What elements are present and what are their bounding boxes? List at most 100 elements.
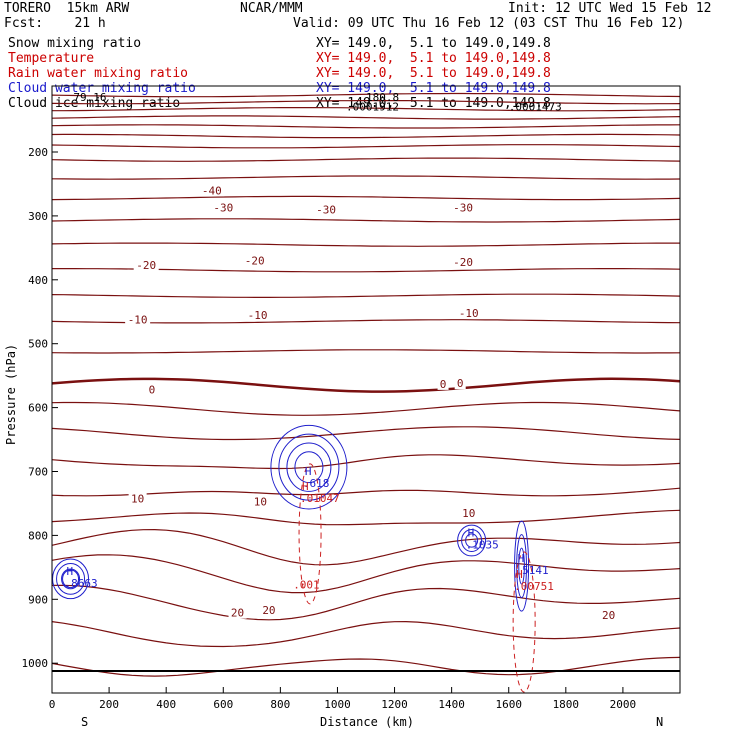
cloud-water-contour [294, 451, 324, 484]
contour-label-bg [459, 506, 478, 519]
cloud-water-contour [62, 569, 80, 589]
contour-label-bg [199, 184, 225, 197]
cloud-water-max-mark: H [518, 552, 525, 565]
isotherm-label: -30 [316, 203, 336, 216]
isotherm-label: 10 [462, 507, 475, 520]
isotherm-line [51, 509, 681, 526]
isotherm-line [51, 133, 681, 139]
y-tick-label: 200 [28, 146, 48, 159]
temperature-contours [51, 92, 681, 677]
rain-max-value: .00751 [514, 580, 554, 593]
cloud-water-contours [52, 424, 530, 612]
isotherm-line [51, 554, 681, 594]
init-time: Init: 12 UTC Wed 15 Feb 12 [508, 1, 712, 16]
isotherm-line [51, 242, 680, 247]
contour-label-bg [454, 377, 466, 390]
contour-label-bg [210, 201, 236, 214]
field-snow-xy: XY= 149.0, 5.1 to 149.0,149.8 [316, 36, 551, 51]
x-tick-label: 0 [49, 698, 56, 711]
isotherm-line [51, 454, 681, 470]
contour-label-bg [125, 313, 151, 326]
isotherm-line [51, 157, 681, 162]
cloud-water-max-mark: H [67, 565, 74, 578]
cloud-water-contour [514, 520, 530, 612]
isotherm-label: -30 [453, 202, 473, 215]
isotherm-label: -10 [248, 309, 268, 322]
isotherm-line [52, 106, 681, 112]
cloud-water-max-value: .8663 [65, 577, 98, 590]
field-rain-name: Rain water mixing ratio [8, 66, 189, 81]
x-tick-label: 2000 [610, 698, 637, 711]
field-cloud-water-xy: XY= 149.0, 5.1 to 149.0,149.8 [316, 81, 551, 96]
isotherm-line [51, 584, 681, 621]
y-tick-label: 600 [28, 402, 48, 415]
center-title: NCAR/MMM [240, 1, 303, 16]
field-temperature-name: Temperature [8, 51, 95, 66]
rain-contour-label: .001 [293, 578, 320, 591]
x-tick-label: 600 [213, 698, 233, 711]
isotherm-line [51, 144, 681, 149]
cloud-water-max-value: .618 [303, 477, 330, 490]
contour-label-bg [242, 254, 268, 267]
cloud-water-contour [56, 562, 86, 595]
cloud-water-contour [278, 433, 340, 501]
contour-label-bg [245, 308, 271, 321]
contour-label-bg [259, 604, 278, 617]
isotherm-label: 20 [262, 604, 275, 617]
y-tick-label: 300 [28, 210, 48, 223]
max-min-label: 79.16 [73, 91, 106, 104]
isotherm-line [51, 293, 681, 298]
contour-label-bg [437, 377, 449, 390]
isotherm-line [51, 124, 681, 129]
y-tick-label: 500 [28, 338, 48, 351]
contour-label-bg [456, 306, 482, 319]
y-tick-label: 700 [28, 466, 48, 479]
isotherm-label: -10 [128, 313, 148, 326]
field-temperature-xy: XY= 149.0, 5.1 to 149.0,149.8 [316, 51, 551, 66]
rain-contours [298, 463, 536, 693]
contour-label-bg [313, 203, 339, 216]
x-tick-label: 800 [270, 698, 290, 711]
isotherm-label: 10 [131, 492, 144, 505]
x-tick-label: 1600 [495, 698, 522, 711]
x-axis-title: Distance (km) [320, 715, 414, 729]
isotherm-line [51, 99, 681, 105]
cloud-water-max-value: .5141 [516, 564, 549, 577]
cloud-water-contour [516, 534, 527, 599]
x-tick-label: 1000 [324, 698, 351, 711]
field-cloud-ice-xy: XY= 149.0, 5.1 to 149.0,149.8 [316, 96, 551, 111]
cloud-water-contour [270, 424, 348, 510]
x-tick-label: 400 [156, 698, 176, 711]
isotherm-line [51, 401, 681, 416]
cloud-water-contour [286, 442, 332, 492]
x-tick-label: 1200 [381, 698, 408, 711]
contour-label-bg [133, 259, 159, 272]
rain-max-mark: H [302, 480, 309, 493]
contour-label-bg [228, 606, 247, 619]
isotherm-line [51, 319, 681, 324]
isotherm-label: -40 [202, 184, 222, 197]
isotherm-label: 0 [149, 384, 156, 397]
plot-frame [51, 85, 681, 694]
contour-label-bg [128, 492, 147, 505]
x-tick-label: 200 [99, 698, 119, 711]
contour-label-bg [251, 495, 270, 508]
cloud-water-contour [52, 558, 90, 600]
isotherm-line [51, 528, 681, 566]
south-end-label: S [81, 715, 88, 729]
cloud-water-contour [61, 568, 81, 590]
model-title: TORERO 15km ARW [4, 1, 130, 16]
rain-contour [512, 551, 536, 693]
isotherm-label: -20 [453, 256, 473, 269]
isotherm-line [51, 218, 681, 223]
isotherm-line [51, 620, 681, 648]
isotherm-label: -30 [213, 202, 233, 215]
field-rain-xy: XY= 149.0, 5.1 to 149.0,149.8 [316, 66, 551, 81]
y-tick-label: 1000 [22, 657, 49, 670]
contour-labels: H.8663H.618H.1035H.5141H.01047H.00751.00… [65, 91, 618, 622]
cloud-water-max-mark: H [468, 527, 475, 540]
max-min-label: .0001473 [509, 100, 562, 113]
isotherm-line [51, 175, 681, 180]
